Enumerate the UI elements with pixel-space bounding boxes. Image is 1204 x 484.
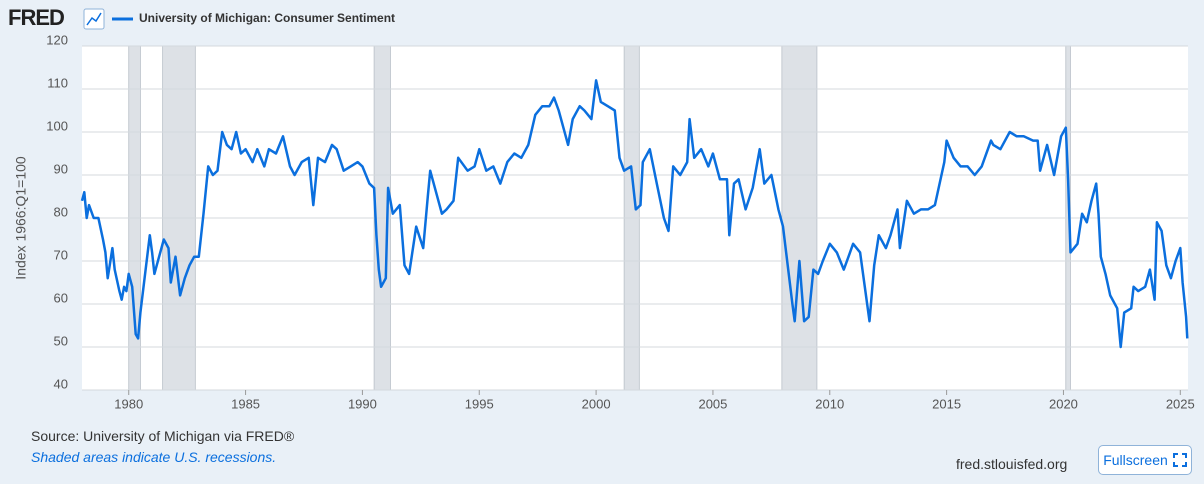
- fullscreen-icon: [1172, 453, 1187, 467]
- logo-icon: [83, 8, 105, 30]
- chart: FRED University of Michigan: Consumer Se…: [8, 5, 1195, 412]
- source: Source: University of Michigan via FRED®: [31, 428, 295, 444]
- x-tick-label: 2015: [932, 396, 961, 411]
- y-tick-label: 100: [46, 118, 68, 133]
- x-tick-label: 1980: [114, 396, 143, 411]
- button-label: Fullscreen: [1103, 452, 1168, 468]
- logo: FRED: [8, 5, 64, 30]
- y-tick-label: 90: [54, 161, 68, 176]
- y-tick-label: 60: [54, 290, 68, 305]
- recession-note: Shaded areas indicate U.S. recessions.: [31, 449, 277, 465]
- fullscreen-button[interactable]: Fullscreen: [1098, 445, 1192, 475]
- y-tick-label: 40: [54, 376, 68, 391]
- y-tick-label: 50: [54, 333, 68, 348]
- site: fred.stlouisfed.org: [956, 456, 1068, 472]
- x-tick-label: 2000: [582, 396, 611, 411]
- x-tick-label: 2010: [815, 396, 844, 411]
- x-tick-label: 1995: [465, 396, 494, 411]
- x-tick-label: 1990: [348, 396, 377, 411]
- line-series: [80, 79, 1189, 349]
- y-tick-label: 80: [54, 204, 68, 219]
- y-tick-label: 70: [54, 247, 68, 262]
- x-tick-label: 2020: [1049, 396, 1078, 411]
- x-tick-label: 2005: [698, 396, 727, 411]
- x-tick-label: 2025: [1166, 396, 1195, 411]
- legend-label: University of Michigan: Consumer Sentime…: [139, 11, 395, 25]
- x-tick-label: 1985: [231, 396, 260, 411]
- y-tick-label: 110: [47, 75, 68, 90]
- y-tick-label: 120: [46, 32, 68, 47]
- y-axis-label: Index 1966:Q1=100: [13, 156, 29, 280]
